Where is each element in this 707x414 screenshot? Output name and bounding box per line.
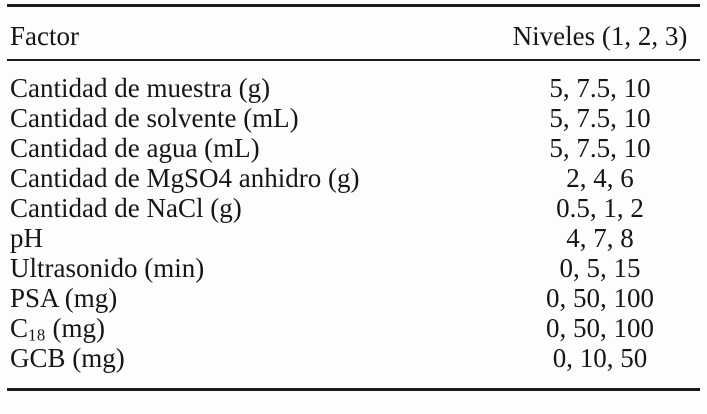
factor-label-suffix: (mg) <box>45 313 105 343</box>
table-row: Cantidad de solvente (mL) 5, 7.5, 10 <box>7 103 700 133</box>
factor-label: Cantidad de NaCl (g) <box>10 193 242 223</box>
levels-cell: 2, 4, 6 <box>566 163 634 193</box>
factor-cell: Cantidad de NaCl (g) <box>7 193 500 223</box>
factor-cell: PSA (mg) <box>7 283 500 313</box>
factor-label: pH <box>10 223 43 253</box>
factor-cell: Cantidad de agua (mL) <box>7 133 500 163</box>
factor-label: Cantidad de muestra (g) <box>10 73 271 103</box>
table-row: pH 4, 7, 8 <box>7 223 700 253</box>
table-body: Cantidad de muestra (g) 5, 7.5, 10 Canti… <box>7 61 700 388</box>
factor-label: Cantidad de agua (mL) <box>10 133 260 163</box>
factor-label-subscript: 18 <box>28 325 46 345</box>
levels-cell: 5, 7.5, 10 <box>549 73 651 103</box>
top-rule <box>7 4 700 7</box>
factor-cell: Cantidad de solvente (mL) <box>7 103 500 133</box>
levels-cell: 4, 7, 8 <box>566 223 634 253</box>
factor-cell: Ultrasonido (min) <box>7 253 500 283</box>
table-row: GCB (mg) 0, 10, 50 <box>7 343 700 373</box>
table-row: Ultrasonido (min) 0, 5, 15 <box>7 253 700 283</box>
table-row: Cantidad de muestra (g) 5, 7.5, 10 <box>7 73 700 103</box>
header-levels: Niveles (1, 2, 3) <box>512 21 688 51</box>
factor-cell: C18 (mg) <box>7 313 500 351</box>
table-row: Cantidad de agua (mL) 5, 7.5, 10 <box>7 133 700 163</box>
table-row: Cantidad de NaCl (g) 0.5, 1, 2 <box>7 193 700 223</box>
levels-cell: 0, 50, 100 <box>546 313 654 343</box>
levels-cell: 5, 7.5, 10 <box>549 133 651 163</box>
factors-levels-table: Factor Niveles (1, 2, 3) Cantidad de mue… <box>7 4 700 391</box>
table-row: Cantidad de MgSO4 anhidro (g) 2, 4, 6 <box>7 163 700 193</box>
factor-label: Cantidad de MgSO4 anhidro (g) <box>10 163 360 193</box>
factor-cell: Cantidad de muestra (g) <box>7 73 500 103</box>
levels-cell: 0, 10, 50 <box>552 343 648 373</box>
levels-cell: 5, 7.5, 10 <box>549 103 651 133</box>
factor-label: Cantidad de solvente (mL) <box>10 103 299 133</box>
factor-cell: Cantidad de MgSO4 anhidro (g) <box>7 163 500 193</box>
factor-label: PSA (mg) <box>10 283 118 313</box>
factor-label: C <box>10 313 29 343</box>
header-rule <box>7 59 700 61</box>
factor-label: GCB (mg) <box>10 343 125 373</box>
bottom-rule <box>7 388 700 391</box>
levels-cell: 0.5, 1, 2 <box>556 193 644 223</box>
factor-cell: GCB (mg) <box>7 343 500 373</box>
header-factor: Factor <box>10 21 79 51</box>
table-row: PSA (mg) 0, 50, 100 <box>7 283 700 313</box>
factor-label: Ultrasonido (min) <box>10 253 205 283</box>
levels-cell: 0, 50, 100 <box>546 283 654 313</box>
levels-cell: 0, 5, 15 <box>559 253 641 283</box>
table-row: C18 (mg) 0, 50, 100 <box>7 313 700 345</box>
factor-cell: pH <box>7 223 500 253</box>
table-header-row: Factor Niveles (1, 2, 3) <box>7 7 700 59</box>
